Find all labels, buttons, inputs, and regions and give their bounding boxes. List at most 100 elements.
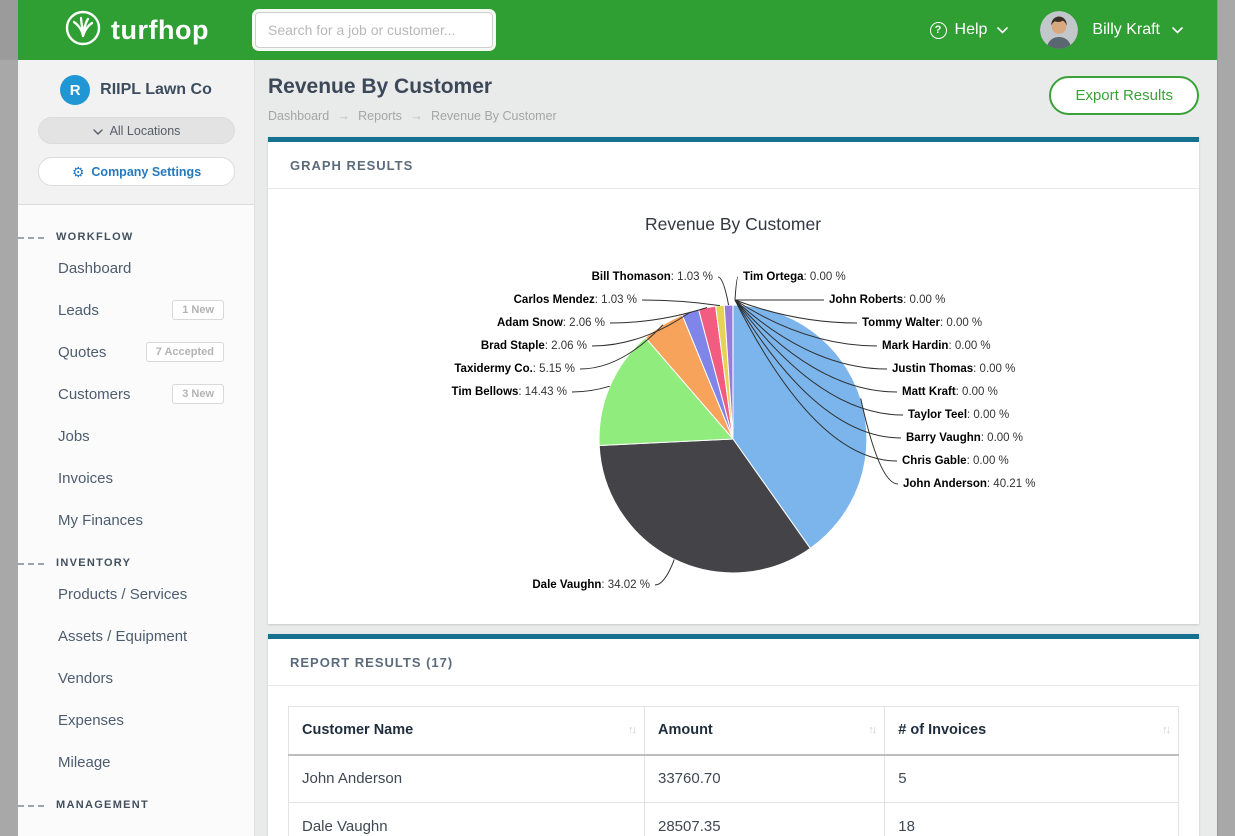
pie-label: Bill Thomason: 1.03 % [592,271,713,283]
company-avatar: R [60,75,91,105]
chart-title: Revenue By Customer [645,214,821,234]
pie-label-connector [734,299,898,462]
nav-section-inventory: INVENTORY [18,557,254,569]
sidebar: R RIIPL Lawn Co All Locations ⚙ Company … [18,60,255,836]
pie-label-connector [734,299,858,324]
sort-icon: ↑↓ [628,724,637,737]
breadcrumb-arrow-icon: → [337,108,351,123]
pie-label-connector [641,299,720,307]
cell-amount: 28507.35 [643,802,886,836]
report-results-title: REPORT RESULTS (17) [268,639,1199,686]
page-title: Revenue By Customer [268,75,493,98]
pie-label: Mark Hardin: 0.00 % [882,340,991,352]
sort-icon: ↑↓ [868,724,877,737]
nav-item-label: Vendors [58,669,114,687]
sidebar-item-my-finances[interactable]: My Finances [18,499,254,541]
sidebar-item-products-services[interactable]: Products / Services [18,573,254,615]
column-header-customer-name[interactable]: Customer Name ↑↓ [288,706,645,756]
sidebar-item-mileage[interactable]: Mileage [18,741,254,783]
pie-label-connector [717,276,730,306]
pie-label: Tommy Walter: 0.00 % [862,317,982,329]
nav-item-label: Expenses [58,711,124,729]
company-switcher[interactable]: R RIIPL Lawn Co [38,75,234,105]
sort-icon: ↑↓ [1162,724,1171,737]
brand-logo[interactable]: turfhop [18,9,255,52]
export-results-button[interactable]: Export Results [1049,76,1199,115]
user-menu[interactable]: Billy Kraft [1092,21,1183,39]
pie-label: Taylor Teel: 0.00 % [908,409,1009,421]
sidebar-item-invoices[interactable]: Invoices [18,457,254,499]
sidebar-item-vendors[interactable]: Vendors [18,657,254,699]
pie-label: Carlos Mendez: 1.03 % [514,294,637,306]
sidebar-item-assets-equipment[interactable]: Assets / Equipment [18,615,254,657]
report-results-card: REPORT RESULTS (17) Customer Name ↑↓ Amo… [268,634,1199,836]
pie-label: Tim Ortega: 0.00 % [743,271,846,283]
nav-item-label: Dashboard [58,259,132,277]
sidebar-item-customers[interactable]: Customers 3 New [18,373,254,415]
breadcrumb-current: Revenue By Customer [430,108,557,123]
nav-item-label: Products / Services [58,585,188,603]
breadcrumb-arrow-icon: → [409,108,423,123]
nav-section-workflow: WORKFLOW [18,231,254,243]
cell-customer-name: Dale Vaughn [288,802,645,836]
sidebar-item-dashboard[interactable]: Dashboard [18,247,254,289]
graph-results-card: GRAPH RESULTS Revenue By Customer Tim Bel… [268,137,1199,624]
window-edge-left [0,0,18,836]
company-name: RIIPL Lawn Co [100,81,212,98]
pie-label-connector [734,299,898,393]
pie-label-connector [591,311,691,347]
quotes-badge: 7 Accepted [145,342,224,362]
user-name: Billy Kraft [1092,21,1160,38]
pie-label: John Anderson: 40.21 % [903,478,1036,490]
brand-name: turfhop [111,14,209,45]
main-content: Revenue By Customer Dashboard → Reports … [255,60,1217,836]
page-header: Revenue By Customer Dashboard → Reports … [255,60,1217,137]
turfhop-logo-icon [64,9,102,52]
pie-slice-tim-bellows[interactable] [598,337,734,446]
help-icon: ? [929,21,947,39]
column-header-invoices[interactable]: # of Invoices ↑↓ [884,706,1179,756]
nav-item-label: Customers [58,385,131,403]
pie-label: Justin Thomas: 0.00 % [892,363,1015,375]
user-avatar[interactable] [1040,11,1079,49]
sidebar-item-jobs[interactable]: Jobs [18,415,254,457]
pie-label-connector [860,398,899,485]
locations-dropdown[interactable]: All Locations [38,117,235,144]
pie-label: Brad Staple: 2.06 % [481,340,587,352]
cell-customer-name: John Anderson [288,754,645,803]
sidebar-item-leads[interactable]: Leads 1 New [18,289,254,331]
cell-invoices: 5 [884,754,1179,803]
pie-label-connector [579,324,664,370]
pie-label: Chris Gable: 0.00 % [902,455,1009,467]
graph-results-title: GRAPH RESULTS [268,142,1199,189]
column-label: # of Invoices [898,722,987,739]
table-row[interactable]: John Anderson 33760.70 5 [288,754,1179,803]
nav-item-label: Mileage [58,753,111,771]
pie-label: Barry Vaughn: 0.00 % [906,432,1023,444]
pie-label-connector [654,559,675,586]
breadcrumb-reports[interactable]: Reports [358,108,402,123]
sidebar-item-expenses[interactable]: Expenses [18,699,254,741]
company-settings-button[interactable]: ⚙ Company Settings [38,157,235,186]
pie-slice-dale-vaughn[interactable] [598,438,811,574]
nav-item-label: Assets / Equipment [58,627,188,645]
pie-label: John Roberts: 0.00 % [829,294,945,306]
sidebar-item-quotes[interactable]: Quotes 7 Accepted [18,331,254,373]
sidebar-company-panel: R RIIPL Lawn Co All Locations ⚙ Company … [18,60,254,205]
pie-label: Tim Bellows: 14.43 % [452,386,567,398]
cell-amount: 33760.70 [643,754,886,803]
chevron-down-icon [92,124,103,138]
locations-label: All Locations [109,123,181,138]
breadcrumb-dashboard[interactable]: Dashboard [268,108,330,123]
column-header-amount[interactable]: Amount ↑↓ [643,706,886,756]
pie-label-connector [734,299,888,370]
nav-section-management: MANAGEMENT [18,799,254,811]
table-row[interactable]: Dale Vaughn 28507.35 18 [288,802,1179,836]
pie-label-connector [609,307,708,324]
help-menu[interactable]: ? Help [929,21,1009,39]
breadcrumb: Dashboard → Reports → Revenue By Custome… [268,108,1199,123]
search-input[interactable] [255,12,493,48]
pie-label: Adam Snow: 2.06 % [497,317,605,329]
chevron-down-icon [1172,21,1183,39]
nav-item-label: Invoices [58,469,114,487]
